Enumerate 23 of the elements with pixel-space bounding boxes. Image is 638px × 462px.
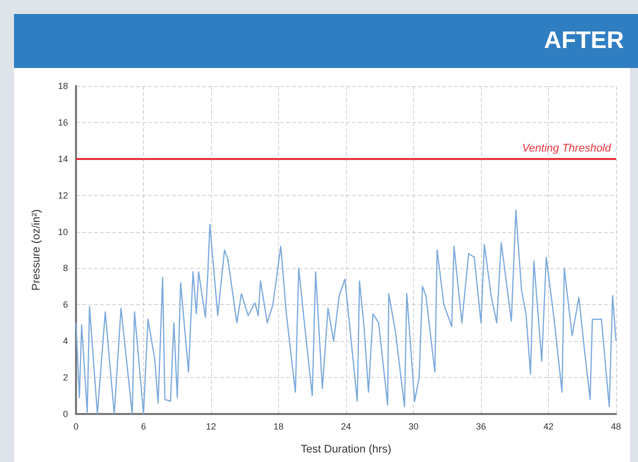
y-tick-label: 8: [62, 263, 68, 274]
x-tick-label: 42: [543, 422, 554, 432]
ref-line-label: Venting Threshold: [522, 142, 612, 154]
y-tick-label: 0: [62, 409, 68, 419]
x-tick-label: 36: [476, 422, 486, 432]
x-tick-label: 48: [610, 422, 622, 432]
y-tick-label: 14: [58, 154, 68, 164]
y-tick-label: 16: [58, 117, 68, 128]
y-tick-label: 4: [62, 336, 68, 346]
x-tick-label: 0: [73, 422, 79, 432]
y-tick-label: 10: [58, 226, 68, 237]
x-tick-label: 18: [273, 422, 284, 432]
x-tick-label: 6: [140, 422, 146, 432]
y-axis-title: Pressure (oz/in²): [30, 209, 42, 291]
x-tick-label: 24: [340, 422, 352, 432]
x-tick-label: 30: [408, 422, 419, 432]
y-tick-label: 6: [62, 300, 68, 310]
y-tick-label: 2: [62, 372, 68, 383]
x-axis-title: Test Duration (hrs): [300, 444, 392, 456]
x-tick-label: 12: [206, 422, 216, 432]
y-tick-label: 12: [58, 190, 68, 200]
chart-title: AFTER: [544, 27, 624, 55]
y-tick-label: 18: [58, 81, 68, 91]
